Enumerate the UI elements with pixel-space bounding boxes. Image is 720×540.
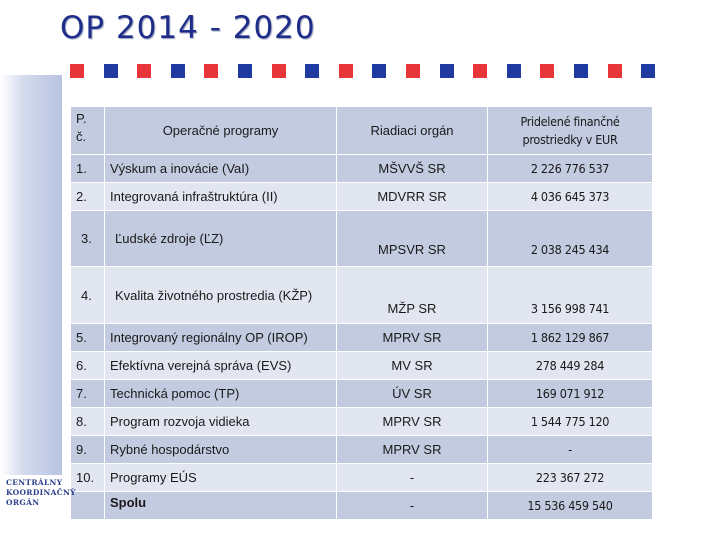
- decor-square: [305, 64, 320, 78]
- table-row: 3. Ľudské zdroje (ĽZ) MPSVR SR 2 038 245…: [70, 210, 653, 267]
- row-program: Kvalita životného prostredia (KŽP): [104, 266, 337, 324]
- logo-line: Orgán: [6, 498, 40, 507]
- row-org: MV SR: [336, 351, 488, 380]
- row-funds: 3 156 998 741: [487, 266, 653, 324]
- row-org: ÚV SR: [336, 379, 488, 408]
- row-org: MPSVR SR: [336, 210, 488, 267]
- row-program: Technická pomoc (TP): [104, 379, 337, 408]
- row-org: -: [336, 463, 488, 492]
- row-program: Integrovaný regionálny OP (IROP): [104, 323, 337, 352]
- table-row: 5. Integrovaný regionálny OP (IROP) MPRV…: [70, 323, 653, 352]
- row-program: Výskum a inovácie (VaI): [104, 154, 337, 183]
- row-org: MPRV SR: [336, 323, 488, 352]
- row-funds: 4 036 645 373: [487, 182, 653, 211]
- row-funds: 223 367 272: [487, 463, 653, 492]
- decor-square: [473, 64, 488, 78]
- row-program: Ľudské zdroje (ĽZ): [104, 210, 337, 267]
- decor-square: [204, 64, 219, 78]
- row-num: 3.: [70, 210, 105, 267]
- row-program: Programy EÚS: [104, 463, 337, 492]
- decor-square: [406, 64, 420, 78]
- table-row: 4. Kvalita životného prostredia (KŽP) MŽ…: [70, 266, 653, 324]
- header-org: Riadiaci orgán: [336, 106, 488, 155]
- row-funds: 1 862 129 867: [487, 323, 653, 352]
- row-funds: 169 071 912: [487, 379, 653, 408]
- row-funds: -: [487, 435, 653, 464]
- header-program: Operačné programy: [104, 106, 337, 155]
- row-org: MDVRR SR: [336, 182, 488, 211]
- row-num: 9.: [70, 435, 105, 464]
- decor-square: [338, 64, 353, 78]
- table-row: 10. Programy EÚS - 223 367 272: [70, 463, 653, 492]
- cko-logo: Centrálny Koordinačný Orgán: [6, 478, 76, 522]
- row-funds: 1 544 775 120: [487, 407, 653, 436]
- row-num: 4.: [70, 266, 105, 324]
- decor-square: [372, 64, 387, 78]
- row-funds: 278 449 284: [487, 351, 653, 380]
- decor-square: [574, 64, 588, 78]
- decor-square: [506, 64, 521, 78]
- total-label: Spolu: [104, 491, 337, 520]
- row-program: Integrovaná infraštruktúra (II): [104, 182, 337, 211]
- op-programs-table: P. č. Operačné programy Riadiaci orgán P…: [70, 106, 653, 520]
- page-title: OP 2014 - 2020: [60, 10, 316, 46]
- row-num: 8.: [70, 407, 105, 436]
- total-funds: 15 536 459 540: [487, 491, 653, 520]
- row-num: 2.: [70, 182, 105, 211]
- decor-square: [70, 64, 84, 78]
- row-program: Program rozvoja vidieka: [104, 407, 337, 436]
- table-row: 7. Technická pomoc (TP) ÚV SR 169 071 91…: [70, 379, 653, 408]
- row-num: 6.: [70, 351, 105, 380]
- table-row: 1. Výskum a inovácie (VaI) MŠVVŠ SR 2 22…: [70, 154, 653, 183]
- decor-square: [137, 64, 152, 78]
- table-row: 9. Rybné hospodárstvo MPRV SR -: [70, 435, 653, 464]
- row-org: MŽP SR: [336, 266, 488, 324]
- decor-squares-row: [70, 64, 670, 78]
- table-row: 8. Program rozvoja vidieka MPRV SR 1 544…: [70, 407, 653, 436]
- row-program: Efektívna verejná správa (EVS): [104, 351, 337, 380]
- row-num: 1.: [70, 154, 105, 183]
- decor-square: [238, 64, 252, 78]
- row-num: 10.: [70, 463, 105, 492]
- row-program: Rybné hospodárstvo: [104, 435, 337, 464]
- table-header-row: P. č. Operačné programy Riadiaci orgán P…: [70, 106, 653, 155]
- header-funds: Pridelené finančné prostriedky v EUR: [487, 106, 653, 155]
- row-num: 7.: [70, 379, 105, 408]
- row-org: MPRV SR: [336, 435, 488, 464]
- row-funds: 2 226 776 537: [487, 154, 653, 183]
- decor-square: [170, 64, 185, 78]
- row-funds: 2 038 245 434: [487, 210, 653, 267]
- table-total-row: Spolu - 15 536 459 540: [70, 491, 653, 520]
- logo-line: Koordinačný: [6, 488, 76, 497]
- row-org: MŠVVŠ SR: [336, 154, 488, 183]
- decor-square: [641, 64, 656, 78]
- header-num: P. č.: [70, 106, 105, 155]
- decor-square: [607, 64, 622, 78]
- table-row: 2. Integrovaná infraštruktúra (II) MDVRR…: [70, 182, 653, 211]
- total-org: -: [336, 491, 488, 520]
- row-num: 5.: [70, 323, 105, 352]
- decor-square: [271, 64, 286, 78]
- decor-square: [540, 64, 555, 78]
- left-decor-band: [0, 75, 62, 475]
- table-row: 6. Efektívna verejná správa (EVS) MV SR …: [70, 351, 653, 380]
- logo-line: Centrálny: [6, 478, 63, 487]
- decor-square: [439, 64, 454, 78]
- row-org: MPRV SR: [336, 407, 488, 436]
- decor-square: [103, 64, 118, 78]
